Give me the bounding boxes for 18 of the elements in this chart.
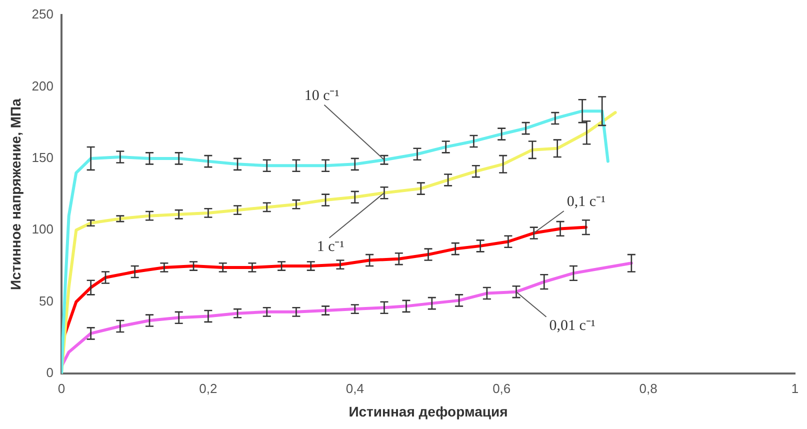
- x-tick-label: 0,6: [492, 380, 511, 396]
- x-tick-label: 1: [791, 380, 799, 396]
- y-axis-title: Истинное напряжение, МПа: [7, 98, 24, 290]
- y-tick-label: 250: [32, 6, 54, 22]
- y-tick-label: 100: [32, 222, 54, 237]
- x-tick-label: 0,4: [346, 380, 364, 396]
- text: 10 с⁻¹: [304, 88, 340, 104]
- x-tick-label: 0: [58, 380, 66, 396]
- y-tick-label: 200: [32, 78, 54, 94]
- x-tick-label: 0,2: [199, 380, 218, 396]
- y-tick-label: 50: [39, 293, 54, 308]
- text: 0,01 с⁻¹: [549, 318, 596, 334]
- series-label: 0,1 с⁻¹: [566, 194, 606, 210]
- y-tick-label: 0: [46, 365, 54, 380]
- text: 1 с⁻¹: [316, 238, 344, 255]
- y-tick-label: 150: [32, 150, 54, 166]
- x-tick-label: 0,8: [639, 380, 658, 396]
- x-axis-title: Истинная деформация: [348, 403, 508, 420]
